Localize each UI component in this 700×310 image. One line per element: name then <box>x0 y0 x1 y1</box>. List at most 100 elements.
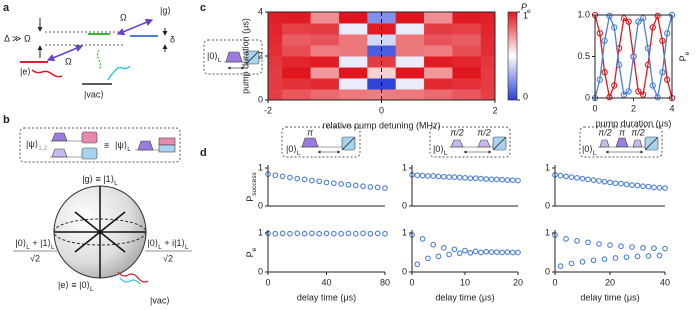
state-label: |ψ⟩L <box>115 140 131 152</box>
data-point <box>360 230 366 237</box>
y-tick-label: 0 <box>545 200 550 210</box>
data-point <box>612 180 619 187</box>
y-tick-label: 1.0 <box>577 9 590 19</box>
x-tick-label: 10 <box>460 277 470 287</box>
x-axis-label: pump duration (μs) <box>596 118 672 128</box>
data-point <box>596 30 603 37</box>
x-tick-label: 4 <box>669 103 674 113</box>
heatmap-cell <box>338 67 368 79</box>
x-axis-label: relative pump detuning (MHz) <box>322 120 440 130</box>
data-point <box>563 173 569 180</box>
data-point <box>330 230 337 237</box>
data-point <box>656 184 663 191</box>
heatmap-cell <box>282 67 312 79</box>
heatmap-cell <box>480 23 495 35</box>
state-label: |0⟩L + i|1⟩L <box>147 238 189 250</box>
data-point <box>440 173 447 180</box>
data-point <box>309 177 315 184</box>
data-point <box>483 248 490 255</box>
x-tick-label: 0 <box>592 103 597 113</box>
data-point <box>630 53 637 60</box>
data-point <box>309 230 315 237</box>
pulse-label: π <box>619 127 626 137</box>
data-point <box>640 244 646 251</box>
state-label: |0⟩L <box>207 51 222 63</box>
heatmap-cell <box>452 78 482 90</box>
subscript: e <box>527 8 531 15</box>
pulse-diagram: |0⟩L π/2 π π/2 <box>579 126 663 158</box>
y-tick-label: 0 <box>545 266 550 276</box>
heatmap-cell <box>480 89 495 100</box>
y-axis-label: Pe <box>678 51 690 61</box>
data-point <box>419 172 426 179</box>
heatmap-cell <box>395 56 425 68</box>
data-point <box>301 230 308 237</box>
heatmap-cell <box>424 67 453 79</box>
pulse-label: π/2 <box>631 127 645 137</box>
panel-label: b <box>3 114 10 126</box>
heatmap-cell <box>452 12 482 24</box>
data-point <box>493 249 500 255</box>
heatmap-cell <box>282 23 312 35</box>
heatmap-cell <box>424 34 453 46</box>
y-axis-label: Pe <box>245 247 257 257</box>
data-point <box>515 249 521 256</box>
data-point <box>425 173 431 179</box>
series-line <box>594 13 673 100</box>
rabi-label: Ω <box>120 12 127 22</box>
heatmap-cell <box>268 12 283 24</box>
heatmap-cell <box>424 45 453 57</box>
x-tick-label: -2 <box>264 105 272 115</box>
data-point <box>625 88 632 95</box>
data-point <box>607 242 613 248</box>
data-point <box>499 176 505 183</box>
colorbar-tick-label: 0 <box>523 91 528 101</box>
heatmap-cell <box>395 45 425 57</box>
data-point <box>323 179 330 186</box>
x-tick-label: 0 <box>265 277 270 287</box>
heatmap-cell <box>367 67 397 79</box>
heatmap-cell <box>338 34 368 46</box>
detuning-label: Δ ≫ Ω <box>4 33 31 43</box>
data-point <box>509 249 516 256</box>
data-point <box>596 76 603 83</box>
data-point <box>606 12 613 19</box>
heatmap-cell <box>310 56 340 68</box>
data-point <box>509 177 516 184</box>
data-point <box>635 18 642 25</box>
heatmap-cell <box>282 34 312 46</box>
data-point <box>352 182 359 189</box>
heatmap-cell <box>367 89 397 100</box>
heatmap-cell <box>268 45 283 57</box>
heatmap-cell <box>310 89 340 100</box>
data-point <box>294 230 301 237</box>
state-label: |g⟩ <box>160 5 171 15</box>
data-point <box>615 61 623 68</box>
heatmap-cell <box>452 23 482 35</box>
heatmap-cell <box>480 34 495 46</box>
data-point <box>659 37 666 44</box>
data-point <box>639 15 647 22</box>
data-point <box>472 248 479 255</box>
data-point <box>462 175 468 181</box>
heatmap-cell <box>367 34 397 46</box>
heatmap-cell <box>338 78 368 90</box>
data-point <box>596 178 602 184</box>
heatmap-cell <box>395 34 425 46</box>
data-point <box>612 255 619 261</box>
data-point <box>640 183 646 190</box>
data-point <box>294 175 301 182</box>
y-tick-label: 0 <box>402 200 407 210</box>
state-label: |vac⟩ <box>84 89 104 99</box>
x-tick-label: 0 <box>409 277 414 287</box>
x-tick-label: 0 <box>552 277 557 287</box>
data-point <box>338 181 344 187</box>
data-point <box>649 82 656 89</box>
y-tick-label: 2 <box>258 50 263 60</box>
data-point <box>651 184 657 191</box>
colorbar <box>507 11 518 101</box>
data-point <box>345 181 352 188</box>
data-point <box>645 253 652 259</box>
data-point <box>272 230 279 237</box>
